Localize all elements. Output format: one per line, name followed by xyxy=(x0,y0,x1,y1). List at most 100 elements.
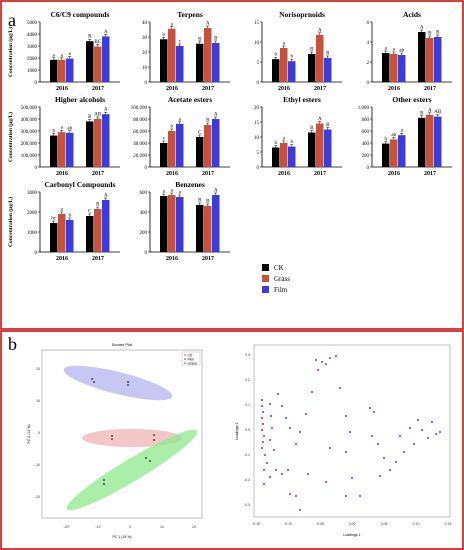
significance-letter: a xyxy=(385,47,388,52)
scores-ytick: 0 xyxy=(38,431,40,435)
bar-film xyxy=(398,135,406,167)
y-tick-label: 200 xyxy=(140,231,148,236)
loading-point xyxy=(398,434,402,438)
y-tick-label: 2 xyxy=(367,61,370,66)
legend-swatch-ck xyxy=(262,264,269,271)
significance-letter: a xyxy=(393,48,396,53)
significance-letter: a xyxy=(401,129,404,134)
y-tick-label: 100,000 xyxy=(131,106,148,111)
panel-a-label: a xyxy=(8,10,16,30)
significance-letter: c xyxy=(179,40,182,45)
chart-title: Acetate esters xyxy=(168,95,212,104)
legend-label-grass: Grass xyxy=(274,275,290,283)
x-tick-label: 2017 xyxy=(424,171,436,177)
legend-marker-film xyxy=(184,358,186,360)
significance-letter: B xyxy=(206,200,210,205)
legend-swatch-film xyxy=(262,286,269,293)
film-ellipse xyxy=(63,365,173,401)
significance-letter: a xyxy=(179,117,182,122)
bar-ck xyxy=(308,132,316,167)
loading-point xyxy=(388,468,392,472)
bar-grass xyxy=(94,119,102,167)
significance-letter: B xyxy=(420,111,424,116)
bar-ck xyxy=(50,59,58,82)
score-point xyxy=(103,479,105,481)
loading-point xyxy=(316,368,320,372)
significance-letter: bc xyxy=(51,217,57,222)
score-point xyxy=(127,384,129,386)
loading-point xyxy=(310,390,314,394)
bar-ck xyxy=(86,216,94,252)
scores-plot-yticks: 20 10 0 -10 -20 xyxy=(35,367,40,499)
y-tick-label: 0 xyxy=(257,166,260,171)
significance-letter: a xyxy=(163,190,166,195)
bar-ck xyxy=(196,43,204,82)
bar-grass xyxy=(280,48,288,82)
loading-point xyxy=(284,416,288,420)
y-tick-label: 0 xyxy=(145,81,148,86)
loading-point xyxy=(402,450,406,454)
y-tick-label: 0 xyxy=(35,166,38,171)
x-tick-label: 2016 xyxy=(278,171,290,177)
chart-title: Acids xyxy=(403,10,421,19)
y-tick-label: 20,000 xyxy=(133,154,147,159)
x-tick-label: 2017 xyxy=(424,86,436,92)
scores-ytick: 10 xyxy=(36,399,40,403)
y-tick-label: 600 xyxy=(362,130,370,135)
significance-letter: A xyxy=(104,194,108,199)
significance-letter: b xyxy=(171,125,174,130)
bar-film xyxy=(288,146,296,167)
significance-letter: A xyxy=(104,108,108,113)
significance-letter: B xyxy=(198,37,202,42)
x-tick-label: 2016 xyxy=(388,171,400,177)
significance-letter: B xyxy=(206,119,210,124)
bar-ck xyxy=(382,143,390,167)
loading-point xyxy=(286,468,290,472)
loading-point xyxy=(265,461,269,465)
loading-point xyxy=(344,494,348,498)
loading-point xyxy=(268,475,272,479)
bar-grass xyxy=(58,132,66,167)
significance-letter: c xyxy=(163,137,166,142)
y-tick-label: 0 xyxy=(367,166,370,171)
bar-film xyxy=(324,58,332,82)
bar-ck xyxy=(160,39,168,82)
y-tick-label: 30 xyxy=(142,36,148,41)
legend-swatch-grass xyxy=(262,275,269,282)
bar-film xyxy=(434,116,442,167)
significance-letter: B xyxy=(326,123,330,128)
legend-marker-grass xyxy=(184,362,186,364)
loadings-xtick: -0.05 xyxy=(316,522,324,526)
loading-point xyxy=(368,406,372,410)
scores-legend-ck: CK xyxy=(188,353,194,357)
significance-letter: a xyxy=(61,126,64,131)
loading-point xyxy=(378,474,382,478)
score-point xyxy=(103,483,105,485)
panel-b-label: b xyxy=(8,334,17,354)
x-tick-label: 2017 xyxy=(92,171,104,177)
scores-plot: Scores Plot PC 1 (14 %) PC 2 (12 %) -20 … xyxy=(27,342,203,539)
chart-title: Ethyl esters xyxy=(283,95,321,104)
significance-letter: C xyxy=(88,210,92,215)
y-tick-label: 600 xyxy=(140,191,148,196)
significance-letter: B xyxy=(88,35,92,40)
bar-charts: C6/C9 compounds010002000300040005000Conc… xyxy=(7,10,452,262)
significance-letter: b xyxy=(291,55,294,60)
scores-xtick: -10 xyxy=(95,525,100,529)
significance-letter: a xyxy=(283,137,286,142)
significance-letter: b xyxy=(275,141,278,146)
loading-point xyxy=(438,430,442,434)
y-tick-label: 300,000 xyxy=(21,130,38,135)
loading-point xyxy=(412,442,416,446)
significance-letter: A xyxy=(318,117,322,122)
grass-ellipse xyxy=(66,429,198,511)
panel-b-border xyxy=(0,330,464,550)
x-tick-label: 2016 xyxy=(278,86,290,92)
loading-point xyxy=(262,434,266,438)
x-tick-label: 2016 xyxy=(166,256,178,262)
y-tick-label: 5 xyxy=(257,151,260,156)
loadings-plot-yticks: 0.3 0.2 0.1 0.0 -0.1 -0.2 -0.3 xyxy=(244,353,250,507)
bar-film xyxy=(212,195,220,252)
